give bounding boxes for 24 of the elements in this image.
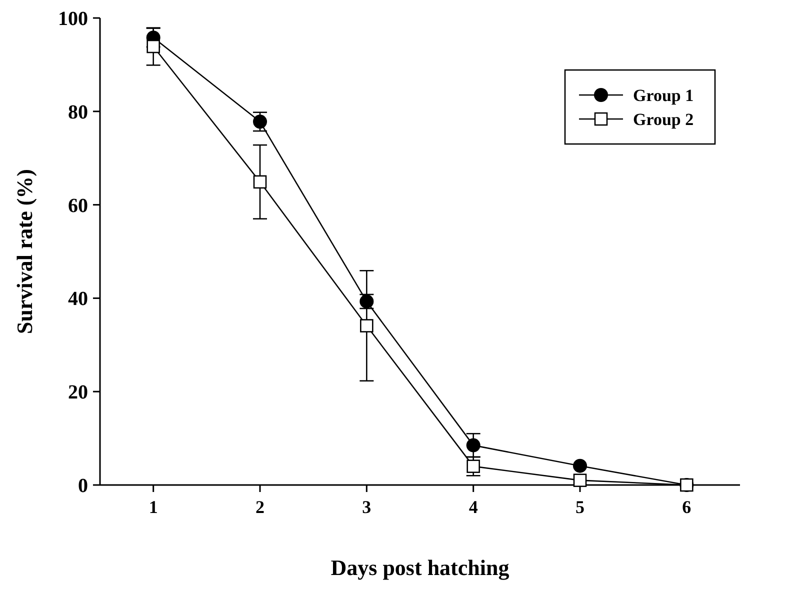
y-axis-title: Survival rate (%) xyxy=(12,169,37,334)
x-tick-label: 2 xyxy=(256,497,264,517)
point xyxy=(466,460,480,473)
y-tick-label: 20 xyxy=(68,382,88,404)
legend-label: Group 1 xyxy=(633,86,694,105)
y-tick-label: 80 xyxy=(68,101,88,124)
x-tick-label: 3 xyxy=(362,497,372,517)
x-tick-label: 4 xyxy=(468,497,478,517)
x-axis-title: Days post hatching xyxy=(330,555,510,580)
x-tick-label: 1 xyxy=(148,497,158,517)
point xyxy=(146,40,160,54)
x-tick-label: 5 xyxy=(576,497,584,517)
y-tick-label: 0 xyxy=(78,475,88,497)
y-tick-label: 60 xyxy=(68,194,88,217)
y-tick-label: 40 xyxy=(68,288,88,310)
x-tick-label: 6 xyxy=(682,497,692,517)
point xyxy=(360,319,374,332)
point xyxy=(573,458,587,473)
legend-label: Group 2 xyxy=(633,110,694,129)
y-tick-label: 100 xyxy=(58,8,88,30)
point xyxy=(253,114,267,129)
point xyxy=(253,175,267,189)
point xyxy=(466,438,480,452)
point xyxy=(573,474,587,487)
